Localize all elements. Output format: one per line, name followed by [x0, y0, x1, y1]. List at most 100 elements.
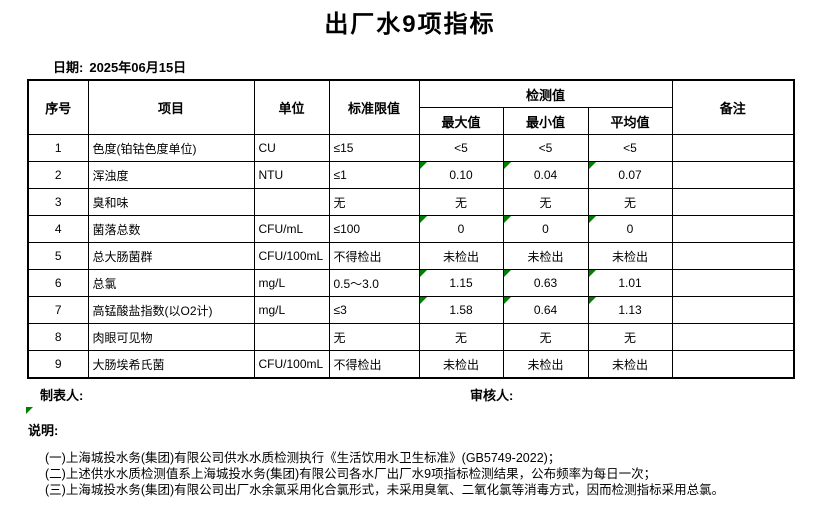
cell-item: 高锰酸盐指数(以O2计)	[87, 296, 255, 324]
cell-remark	[671, 161, 795, 189]
cell-max: 1.58	[418, 296, 504, 324]
cell-no: 7	[27, 296, 89, 324]
cell-avg: 未检出	[587, 242, 673, 270]
number-stored-as-text-marker-icon	[589, 216, 596, 223]
number-stored-as-text-marker-icon	[420, 270, 427, 277]
cell-limit: ≤15	[328, 134, 420, 162]
cell-min: 0.63	[502, 269, 589, 297]
table-row: 5 总大肠菌群 CFU/100mL 不得检出 未检出 未检出 未检出	[27, 242, 795, 270]
cell-item: 色度(铂钴色度单位)	[87, 134, 255, 162]
cell-min: 0.64	[502, 296, 589, 324]
cell-limit: 0.5～3.0	[328, 269, 420, 297]
table-row: 2 浑浊度 NTU ≤1 0.10 0.04 0.07	[27, 161, 795, 189]
col-header-limit: 标准限值	[328, 79, 420, 135]
cell-max: 0	[418, 215, 504, 243]
cell-unit: CFU/100mL	[253, 242, 330, 270]
table-row: 4 菌落总数 CFU/mL ≤100 0 0 0	[27, 215, 795, 243]
date-value: 2025年06月15日	[89, 60, 187, 75]
cell-item: 总氯	[87, 269, 255, 297]
page-title: 出厂水9项指标	[324, 11, 496, 38]
table-row: 7 高锰酸盐指数(以O2计) mg/L ≤3 1.58 0.64 1.13	[27, 296, 795, 324]
col-header-unit: 单位	[253, 79, 330, 135]
cell-max: 1.15	[418, 269, 504, 297]
cell-avg: 1.13	[587, 296, 673, 324]
stray-cell-marker-icon	[26, 407, 33, 414]
cell-unit: NTU	[253, 161, 330, 189]
cell-max: 无	[418, 323, 504, 351]
cell-min: 未检出	[502, 350, 589, 379]
table-row: 1 色度(铂钴色度单位) CU ≤15 <5 <5 <5	[27, 134, 795, 162]
cell-no: 5	[27, 242, 89, 270]
cell-limit: ≤1	[328, 161, 420, 189]
cell-item: 大肠埃希氏菌	[87, 350, 255, 379]
cell-min: 0.04	[502, 161, 589, 189]
cell-item: 肉眼可见物	[87, 323, 255, 351]
number-stored-as-text-marker-icon	[504, 270, 511, 277]
cell-limit: ≤100	[328, 215, 420, 243]
col-header-min: 最小值	[502, 107, 589, 135]
cell-unit: CU	[253, 134, 330, 162]
cell-item: 臭和味	[87, 188, 255, 216]
note-line: (一)上海城投水务(集团)有限公司供水水质检测执行《生活饮用水卫生标准》(GB5…	[45, 451, 561, 465]
cell-remark	[671, 134, 795, 162]
number-stored-as-text-marker-icon	[504, 162, 511, 169]
report-date: 日期: 2025年06月15日	[53, 57, 186, 76]
cell-avg: 0	[587, 215, 673, 243]
cell-no: 2	[27, 161, 89, 189]
number-stored-as-text-marker-icon	[504, 297, 511, 304]
cell-limit: 不得检出	[328, 242, 420, 270]
cell-limit: 无	[328, 188, 420, 216]
cell-no: 1	[27, 134, 89, 162]
cell-unit	[253, 323, 330, 351]
cell-no: 3	[27, 188, 89, 216]
cell-no: 4	[27, 215, 89, 243]
cell-no: 8	[27, 323, 89, 351]
col-header-remark: 备注	[671, 79, 795, 135]
number-stored-as-text-marker-icon	[420, 216, 427, 223]
table-row: 3 臭和味 无 无 无 无	[27, 188, 795, 216]
number-stored-as-text-marker-icon	[589, 297, 596, 304]
col-header-no: 序号	[27, 79, 89, 135]
cell-unit: CFU/100mL	[253, 350, 330, 379]
col-header-item: 项目	[87, 79, 255, 135]
preparer-label: 制表人:	[40, 388, 84, 403]
date-label: 日期:	[53, 60, 84, 75]
table-row: 8 肉眼可见物 无 无 无 无	[27, 323, 795, 351]
cell-remark	[671, 188, 795, 216]
number-stored-as-text-marker-icon	[504, 216, 511, 223]
cell-max: 未检出	[418, 350, 504, 379]
cell-remark	[671, 242, 795, 270]
cell-min: 未检出	[502, 242, 589, 270]
cell-remark	[671, 296, 795, 324]
cell-item: 总大肠菌群	[87, 242, 255, 270]
cell-max: 无	[418, 188, 504, 216]
col-header-max: 最大值	[418, 107, 504, 135]
table-row: 9 大肠埃希氏菌 CFU/100mL 不得检出 未检出 未检出 未检出	[27, 350, 795, 379]
number-stored-as-text-marker-icon	[589, 270, 596, 277]
cell-max: 0.10	[418, 161, 504, 189]
cell-limit: 不得检出	[328, 350, 420, 379]
cell-no: 6	[27, 269, 89, 297]
number-stored-as-text-marker-icon	[420, 162, 427, 169]
header-row-2: 最大值 最小值 平均值	[28, 107, 794, 135]
cell-remark	[671, 323, 795, 351]
cell-remark	[671, 269, 795, 297]
cell-item: 菌落总数	[87, 215, 255, 243]
cell-min: 无	[502, 323, 589, 351]
indicators-table: 序号 项目 单位 标准限值 检测值 备注 最大值 最小值 平均值 1 色度(铂钴…	[27, 79, 795, 379]
cell-avg: 未检出	[587, 350, 673, 379]
cell-max: <5	[418, 134, 504, 162]
cell-avg: <5	[587, 134, 673, 162]
cell-max: 未检出	[418, 242, 504, 270]
col-header-avg: 平均值	[587, 107, 673, 135]
cell-avg: 0.07	[587, 161, 673, 189]
cell-min: 无	[502, 188, 589, 216]
note-line: (三)上海城投水务(集团)有限公司出厂水余氯采用化合氯形式，未采用臭氧、二氧化氯…	[45, 483, 725, 497]
cell-item: 浑浊度	[87, 161, 255, 189]
cell-unit	[253, 188, 330, 216]
cell-limit: 无	[328, 323, 420, 351]
table-row: 6 总氯 mg/L 0.5～3.0 1.15 0.63 1.01	[27, 269, 795, 297]
number-stored-as-text-marker-icon	[589, 162, 596, 169]
cell-remark	[671, 350, 795, 379]
cell-min: 0	[502, 215, 589, 243]
